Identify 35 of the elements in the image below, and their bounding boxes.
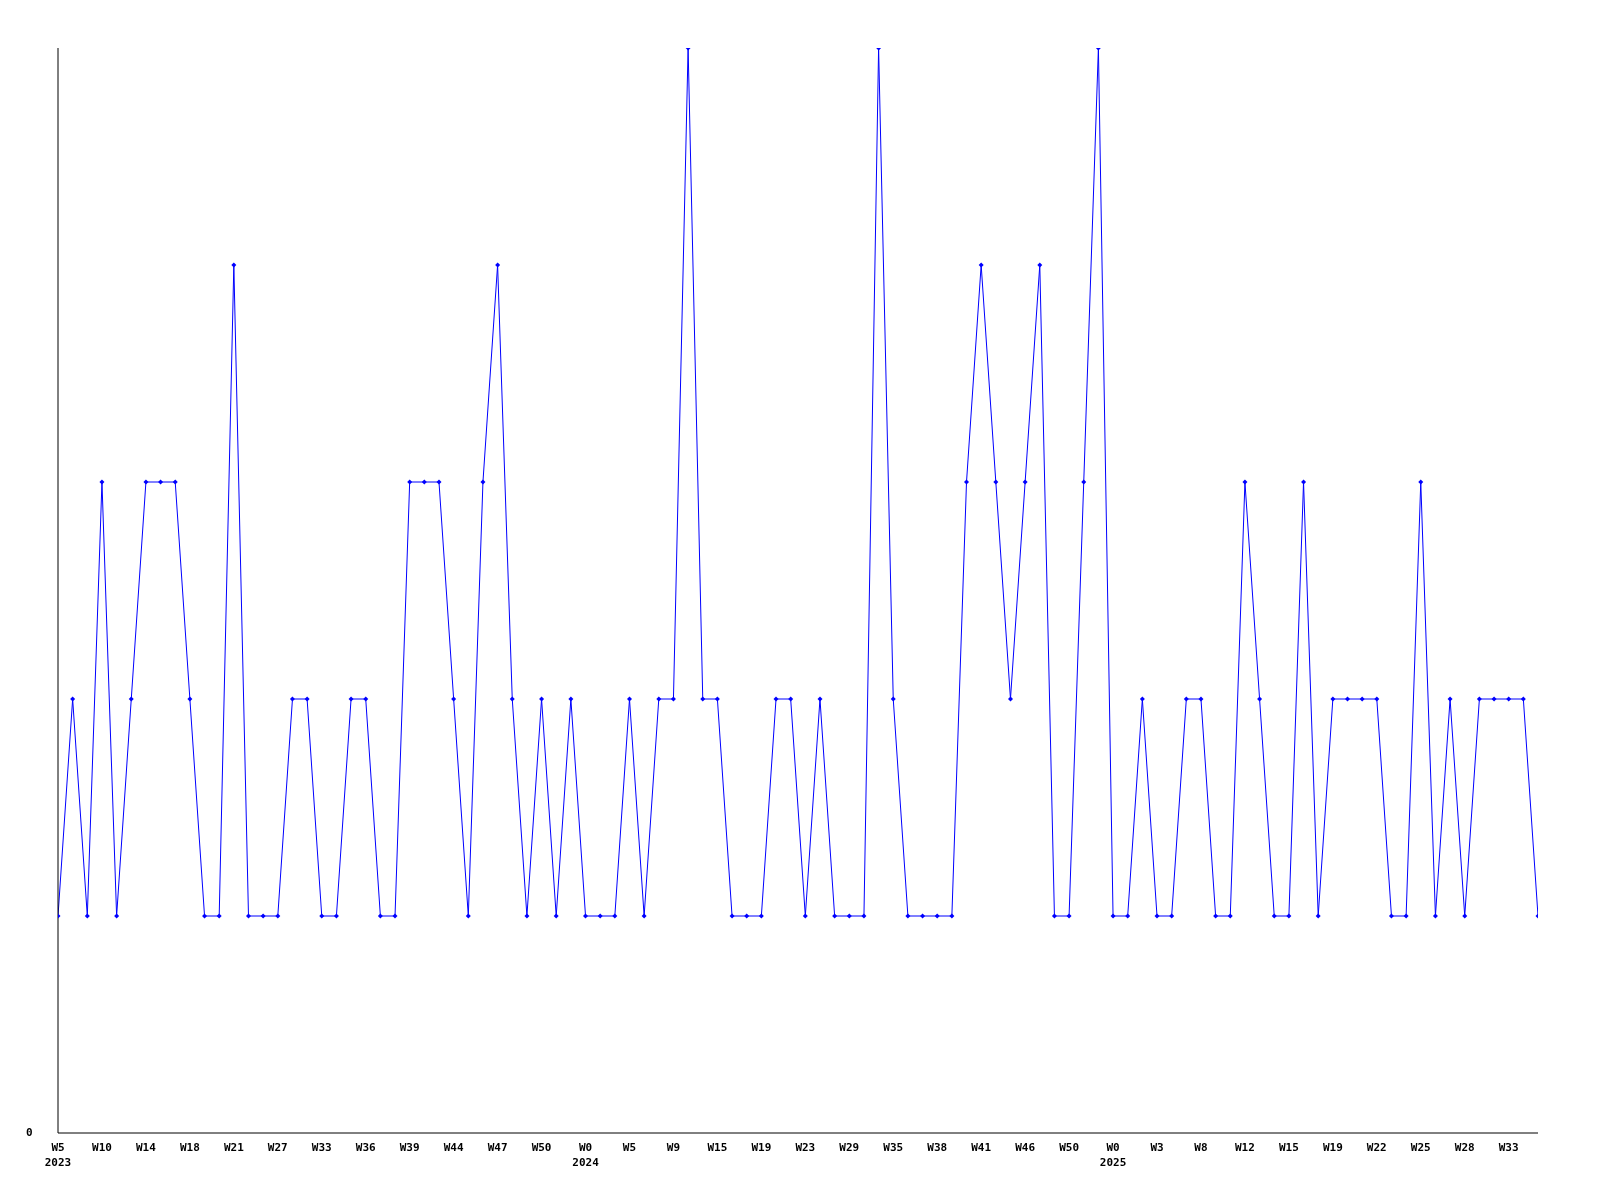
x-tick-label: W39: [399, 1141, 420, 1154]
x-tick-label: W33: [1498, 1141, 1519, 1154]
x-tick-label: W23: [795, 1141, 816, 1154]
x-tick-label: W0 2025: [1099, 1141, 1127, 1169]
text: 0: [26, 1126, 33, 1139]
x-tick-label: W41: [971, 1141, 992, 1154]
x-tick-label: W33: [311, 1141, 332, 1154]
x-tick-label: W3: [1150, 1141, 1164, 1154]
x-tick-label: W12: [1234, 1141, 1255, 1154]
x-tick-label: W0 2024: [572, 1141, 600, 1169]
x-tick-label: W5 2023: [44, 1141, 72, 1169]
x-tick-label: W25: [1410, 1141, 1431, 1154]
x-tick-label: W28: [1454, 1141, 1475, 1154]
x-tick-label: W47: [487, 1141, 508, 1154]
x-tick-label: W19: [1322, 1141, 1343, 1154]
x-tick-label: W46: [1015, 1141, 1036, 1154]
x-tick-label: W27: [267, 1141, 288, 1154]
x-tick-label: W35: [883, 1141, 904, 1154]
x-tick-label: W5: [622, 1141, 637, 1154]
x-tick-label: W8: [1194, 1141, 1208, 1154]
x-tick-label: W19: [751, 1141, 772, 1154]
x-tick-label: W36: [355, 1141, 377, 1154]
x-tick-label: W29: [839, 1141, 860, 1154]
x-tick-label: W44: [443, 1141, 464, 1154]
x-tick-label: W15: [1278, 1141, 1299, 1154]
x-tick-label: W22: [1366, 1141, 1387, 1154]
x-tick-label: W50: [531, 1141, 552, 1154]
x-tick-label: W38: [927, 1141, 948, 1154]
x-tick-label: W14: [135, 1141, 157, 1154]
x-tick-label: W21: [223, 1141, 245, 1154]
x-tick-label: W9: [666, 1141, 681, 1154]
x-tick-label: W15: [707, 1141, 728, 1154]
x-tick-label: W10: [92, 1141, 112, 1154]
x-tick-label: W50: [1059, 1141, 1080, 1154]
x-tick-label: W18: [179, 1141, 200, 1154]
